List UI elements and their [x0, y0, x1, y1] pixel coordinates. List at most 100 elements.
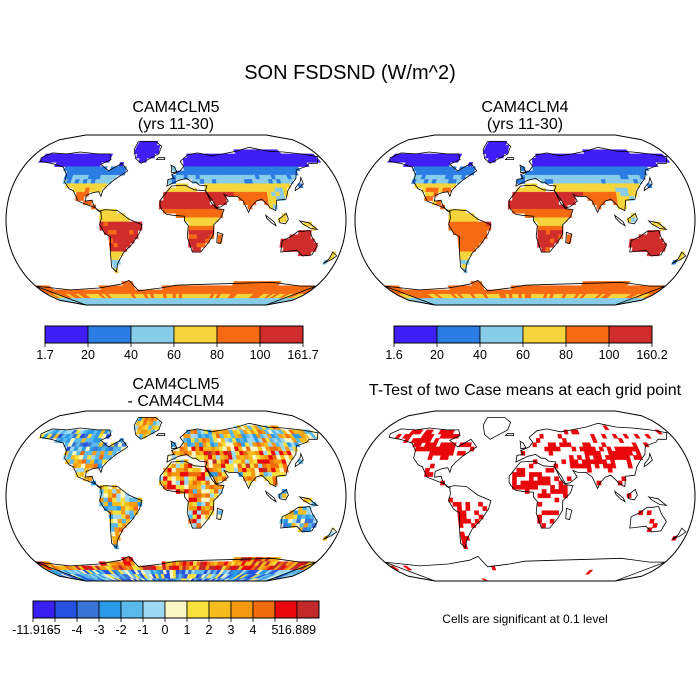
- grid-cell: [541, 476, 547, 482]
- grid-cell: [457, 514, 463, 520]
- grid-cell: [124, 501, 130, 507]
- coastline-antarctica: [384, 279, 666, 305]
- grid-cell: [457, 242, 464, 248]
- grid-cell: [224, 183, 230, 189]
- grid-cell: [622, 433, 630, 439]
- grid-cell: [87, 476, 93, 482]
- coastline-newguinea: [298, 220, 319, 230]
- coastline-borneo: [627, 212, 638, 225]
- grid-cell: [120, 506, 126, 511]
- grid-cell: [116, 238, 122, 244]
- panel2-colorbar: 1.6 20 40 60 80 100 160.2: [374, 325, 694, 362]
- grid-cell: [556, 174, 562, 180]
- grid-cell: [545, 204, 551, 210]
- colorbar-box: [608, 325, 653, 344]
- grid-cell: [247, 204, 253, 210]
- grid-cell: [192, 489, 198, 494]
- grid-cell: [465, 506, 471, 511]
- grid-cell: [283, 467, 289, 473]
- grid-cell: [196, 476, 202, 482]
- grid-cell: [229, 191, 235, 197]
- grid-cell: [292, 170, 299, 176]
- grid-cell: [537, 217, 543, 223]
- grid-cell: [550, 213, 555, 218]
- grid-cell: [524, 191, 530, 197]
- grid-cell: [103, 221, 109, 227]
- grid-cell: [171, 196, 177, 201]
- grid-cell: [545, 476, 551, 482]
- grid-cell: [465, 217, 470, 223]
- panel3-title-line2: - CAM4CLM4: [127, 393, 225, 410]
- grid-cell: [478, 501, 483, 507]
- grid-cell: [169, 565, 173, 571]
- grid-cell: [150, 429, 156, 435]
- grid-cell: [167, 196, 173, 201]
- colorbar-tick-label: -2: [115, 623, 126, 637]
- grid-cell: [187, 446, 193, 452]
- grid-cell: [268, 200, 274, 206]
- grid-cell: [544, 446, 549, 452]
- grid-cell: [201, 497, 206, 503]
- grid-cell: [171, 191, 177, 197]
- grid-cell: [196, 230, 202, 235]
- panel3-map-svg: [5, 410, 347, 582]
- grid-cell: [520, 208, 526, 214]
- grid-cell: [452, 213, 458, 218]
- grid-cell: [474, 234, 480, 240]
- grid-cell: [195, 170, 200, 176]
- grid-cell: [585, 569, 594, 575]
- grid-cell: [514, 289, 519, 295]
- grid-cell: [548, 446, 553, 452]
- grid-cell: [557, 191, 563, 197]
- grid-cell: [192, 230, 198, 235]
- grid-cell: [169, 569, 174, 575]
- grid-cell: [582, 463, 588, 469]
- grid-cell: [192, 196, 198, 201]
- map-outline: [5, 410, 347, 582]
- grid-cell: [540, 166, 545, 172]
- grid-cell: [524, 208, 530, 214]
- grid-cell: [183, 162, 188, 167]
- grid-cell: [199, 450, 205, 456]
- grid-cell: [563, 493, 568, 499]
- grid-cell: [120, 170, 126, 176]
- grid-cell: [541, 242, 547, 248]
- grid-cell: [192, 467, 198, 473]
- grid-cell: [549, 238, 555, 244]
- grid-cell: [213, 472, 219, 477]
- grid-cell: [112, 493, 117, 499]
- grid-cell: [107, 217, 113, 223]
- grid-cell: [591, 191, 597, 197]
- grid-cell: [175, 450, 181, 456]
- grid-cell: [225, 187, 231, 193]
- grid-cell: [543, 166, 549, 172]
- grid-cell: [171, 187, 177, 193]
- grid-cell: [610, 463, 617, 469]
- grid-cell: [549, 242, 555, 248]
- grid-cell: [465, 230, 471, 235]
- grid-cell: [428, 472, 434, 477]
- grid-cell: [512, 476, 517, 482]
- grid-cell: [550, 221, 555, 227]
- grid-cell: [537, 476, 543, 482]
- grid-cell: [142, 157, 148, 163]
- coastline-iceland: [155, 157, 166, 160]
- grid-cell: [461, 238, 467, 244]
- grid-cell: [524, 480, 530, 486]
- grid-cell: [633, 433, 641, 439]
- grid-cell: [205, 484, 211, 490]
- coastline-sumatra: [613, 214, 626, 227]
- grid-cell: [639, 174, 646, 180]
- grid-cell: [201, 506, 206, 511]
- grid-cell: [548, 170, 553, 176]
- grid-cell: [524, 196, 530, 201]
- grid-cell: [188, 476, 194, 482]
- grid-cell: [466, 518, 472, 524]
- grid-cell: [290, 450, 297, 456]
- coastline-nz: [323, 527, 338, 540]
- grid-cell: [180, 204, 185, 210]
- grid-cell: [180, 484, 185, 490]
- grid-cell: [190, 162, 196, 167]
- grid-cell: [549, 200, 555, 206]
- grid-cell: [217, 467, 223, 473]
